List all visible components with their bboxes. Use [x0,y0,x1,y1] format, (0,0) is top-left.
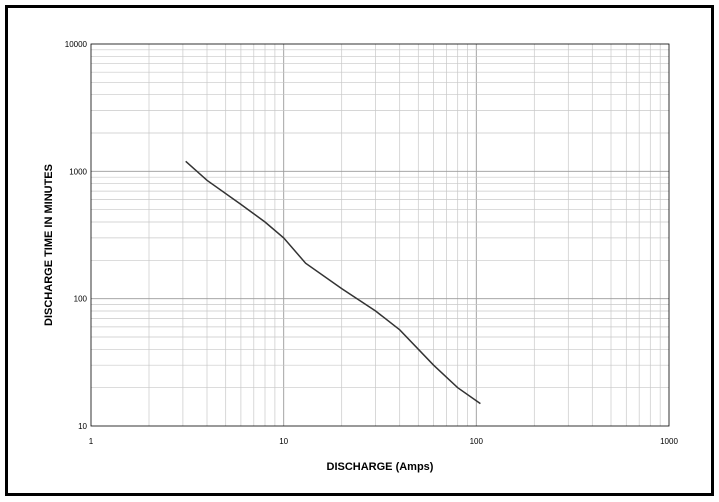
x-tick-label: 10 [279,437,288,446]
grid [91,44,669,426]
x-axis-title: DISCHARGE (Amps) [327,461,434,473]
y-axis-title: DISCHARGE TIME IN MINUTES [43,164,55,326]
chart-frame [5,5,714,496]
y-tick-label: 10 [78,422,87,431]
y-tick-label: 100 [74,295,88,304]
y-tick-label: 10000 [65,40,88,49]
y-tick-label: 1000 [69,167,87,176]
x-tick-label: 1 [89,437,94,446]
plot-area [90,43,670,427]
x-tick-label: 1000 [660,437,678,446]
series-line [185,160,481,405]
x-tick-labels: 1 10 100 1000 [89,437,679,446]
y-tick-labels: 10 100 1000 10000 [65,40,88,431]
x-tick-label: 100 [470,437,484,446]
